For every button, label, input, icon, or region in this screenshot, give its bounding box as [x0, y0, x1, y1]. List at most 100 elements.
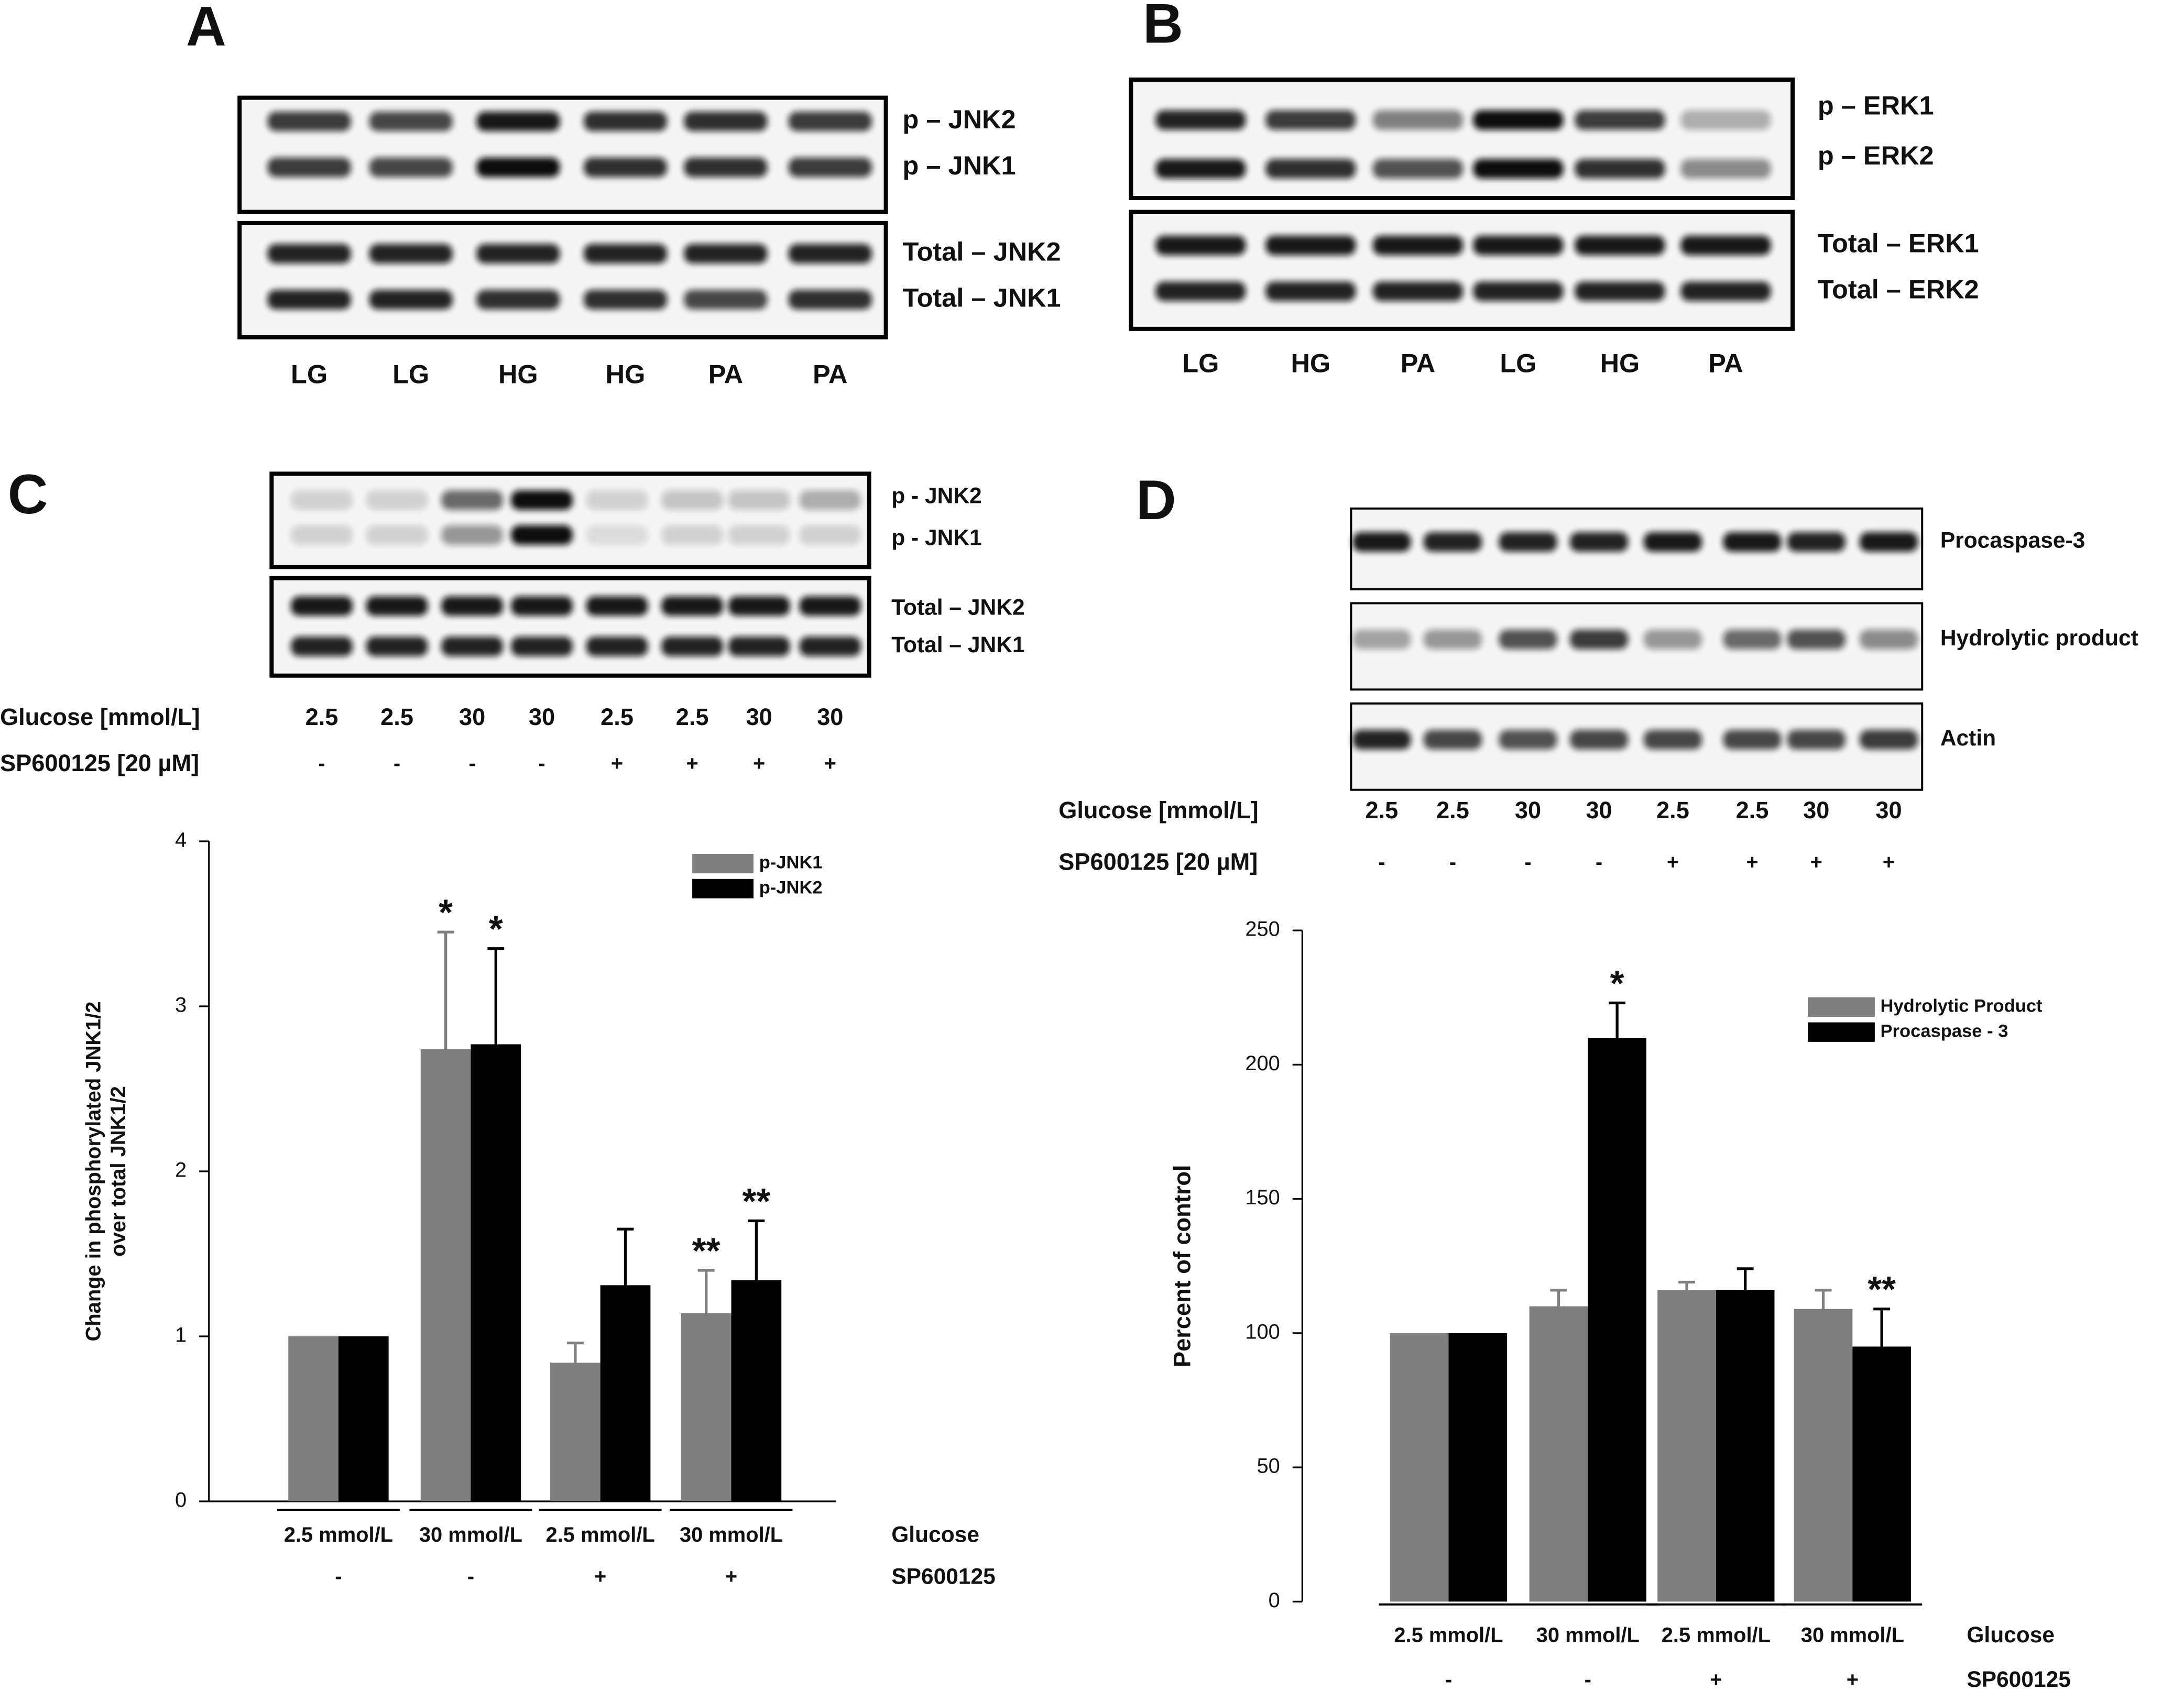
blot-band: [366, 596, 428, 616]
blot-band: [1499, 730, 1557, 750]
bar: [681, 1313, 731, 1501]
row-value: +: [611, 752, 623, 775]
blot-band: [1723, 532, 1782, 552]
blot-band: [1372, 281, 1464, 301]
legend-label: Procaspase - 3: [1881, 1021, 2008, 1041]
blot-band: [476, 157, 560, 178]
bar: [338, 1336, 389, 1501]
x-sub-label: +: [594, 1565, 606, 1588]
blot-frame: [1129, 78, 1795, 200]
blot-band: [661, 525, 723, 545]
bar: [550, 1363, 600, 1501]
row-value: 2.5: [600, 704, 634, 730]
y-tick-label: 50: [1257, 1455, 1280, 1478]
x-sub-label: -: [335, 1565, 342, 1588]
blot-band: [366, 525, 428, 545]
row-value: +: [1810, 851, 1822, 874]
x-tick-label: 30 mmol/L: [680, 1523, 783, 1546]
blot-band: [1643, 730, 1702, 750]
blot-band: [1575, 110, 1665, 130]
blot-band: [1473, 235, 1564, 255]
blot-frame: [269, 576, 871, 678]
blot-band: [1473, 159, 1564, 179]
blot-band: [586, 636, 648, 656]
y-tick-label: 0: [175, 1489, 187, 1512]
row-label: Glucose [mmol/L]: [0, 704, 200, 730]
row-value: 2.5: [305, 704, 338, 730]
lane-label: LG: [1182, 348, 1219, 378]
x-tick-label: 2.5 mmol/L: [546, 1523, 655, 1546]
bar: [1588, 1038, 1646, 1602]
blot-band: [441, 490, 503, 510]
row-label: SP600125 [20 µM]: [0, 750, 199, 776]
legend-swatch: [692, 853, 754, 874]
blot-band: [1265, 110, 1356, 130]
band-label: Total – ERK2: [1818, 274, 1979, 304]
x-row-title: Glucose: [891, 1522, 979, 1547]
blot-band: [1155, 110, 1246, 130]
blot-band: [1569, 532, 1629, 552]
row-value: 30: [1586, 797, 1612, 823]
x-sub-label: -: [1585, 1668, 1591, 1691]
blot-band: [1569, 730, 1629, 750]
legend-label: Hydrolytic Product: [1881, 996, 2043, 1016]
x-row-title: SP600125: [891, 1564, 996, 1589]
significance-mark: **: [742, 1181, 770, 1222]
lane-label: PA: [1708, 348, 1743, 378]
blot-band: [728, 490, 790, 510]
blot-band: [1265, 159, 1356, 179]
bar: [731, 1280, 782, 1501]
x-tick-label: 2.5 mmol/L: [1394, 1623, 1503, 1646]
blot-band: [788, 244, 872, 263]
row-value: 2.5: [380, 704, 413, 730]
y-tick-label: 2: [175, 1159, 187, 1182]
blot-frame: [269, 471, 871, 569]
row-value: +: [686, 752, 698, 775]
x-row-title: SP600125: [1967, 1667, 2071, 1691]
panel-letter: A: [186, 0, 226, 58]
blot-band: [1787, 730, 1846, 750]
lane-label: LG: [392, 359, 429, 389]
bar: [420, 1049, 471, 1501]
row-value: 2.5: [1365, 797, 1398, 823]
bar: [1529, 1306, 1588, 1602]
panel-letter: B: [1143, 0, 1183, 55]
y-tick-label: 0: [1269, 1589, 1280, 1612]
row-value: +: [753, 752, 765, 775]
row-value: 30: [529, 704, 555, 730]
significance-mark: **: [1868, 1269, 1896, 1310]
blot-band: [441, 525, 503, 545]
row-value: +: [824, 752, 836, 775]
panel-letter: C: [8, 463, 48, 525]
blot-band: [788, 290, 872, 310]
blot-band: [476, 290, 560, 310]
blot-band: [511, 490, 573, 510]
blot-band: [267, 290, 351, 310]
blot-frame: [237, 221, 888, 339]
blot-band: [799, 636, 861, 656]
blot-band: [441, 636, 503, 656]
blot-band: [267, 112, 351, 131]
row-value: -: [1378, 851, 1385, 874]
x-tick-label: 30 mmol/L: [419, 1523, 522, 1546]
x-tick-label: 2.5 mmol/L: [1662, 1623, 1771, 1646]
blot-band: [1352, 629, 1411, 650]
lane-label: PA: [813, 359, 847, 389]
blot-band: [1372, 235, 1464, 255]
band-label: Total – JNK1: [902, 282, 1061, 312]
y-axis-label: over total JNK1/2: [107, 1086, 130, 1257]
blot-band: [369, 290, 453, 310]
bar: [1716, 1290, 1775, 1602]
blot-band: [583, 244, 668, 263]
lane-label: HG: [1600, 348, 1640, 378]
blot-band: [1423, 629, 1482, 650]
row-value: -: [468, 752, 475, 775]
band-label: Actin: [1940, 726, 1996, 751]
significance-mark: *: [489, 908, 503, 949]
blot-band: [1680, 159, 1771, 179]
row-value: 30: [1515, 797, 1541, 823]
blot-band: [1423, 532, 1482, 552]
legend-swatch: [1808, 997, 1875, 1017]
row-value: 30: [817, 704, 843, 730]
blot-band: [511, 636, 573, 656]
